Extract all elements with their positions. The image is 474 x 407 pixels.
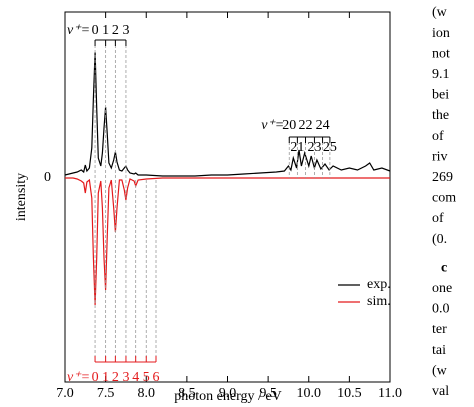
- progression-label: 6: [153, 370, 160, 385]
- side-text: c: [441, 260, 447, 275]
- side-text: one: [432, 281, 452, 296]
- side-text: (w: [432, 5, 448, 20]
- line-series: [64, 51, 391, 177]
- x-tick-label: 10.0: [297, 386, 322, 401]
- progression-label: 21: [290, 140, 304, 155]
- progression-label: 4: [132, 370, 139, 385]
- progression-label: 22: [299, 118, 313, 133]
- x-tick-label: 9.0: [219, 386, 237, 401]
- legend-label: sim.: [367, 294, 391, 309]
- side-text: 0.0: [432, 302, 450, 317]
- x-tick-label: 9.5: [259, 386, 277, 401]
- x-tick-label: 11.0: [378, 386, 402, 401]
- x-axis-label: photon energy / eV: [174, 389, 281, 404]
- progression-label: 23: [307, 140, 321, 155]
- side-text: not: [432, 46, 450, 61]
- side-text: tai: [432, 343, 446, 358]
- side-text: (w: [432, 363, 448, 378]
- side-text: 269: [432, 170, 453, 185]
- progression-label: 0: [92, 23, 99, 38]
- side-text: val: [432, 384, 449, 399]
- progression-label: 5: [143, 370, 150, 385]
- progression-label: 1: [102, 370, 109, 385]
- progression-label: 1: [102, 23, 109, 38]
- side-text: the: [432, 108, 449, 123]
- x-tick-label: 7.0: [56, 386, 74, 401]
- side-text: ter: [432, 322, 447, 337]
- y-tick-label: 0: [44, 170, 51, 185]
- side-text: com: [432, 191, 456, 206]
- progression-label: 25: [323, 140, 337, 155]
- progression-label: 2: [112, 370, 119, 385]
- side-text: riv: [432, 149, 448, 164]
- y-axis-label: intensity: [14, 173, 29, 221]
- side-text: ion: [432, 26, 450, 41]
- progression-prefix: v⁺=: [261, 118, 284, 133]
- progression-label: 24: [316, 118, 330, 133]
- progression-label: 3: [122, 23, 129, 38]
- progression-label: 2: [112, 23, 119, 38]
- side-text: (0.: [432, 232, 447, 247]
- progression-prefix: v⁺=: [67, 370, 90, 385]
- side-text: 9.1: [432, 67, 450, 82]
- progression-label: 0: [92, 370, 99, 385]
- side-text: bei: [432, 88, 449, 103]
- x-tick-label: 8.5: [178, 386, 196, 401]
- progression-prefix: v⁺=: [67, 23, 90, 38]
- plot-frame: [64, 11, 391, 383]
- legend-label: exp.: [367, 277, 391, 292]
- x-tick-label: 8.0: [138, 386, 156, 401]
- x-tick-label: 7.5: [97, 386, 115, 401]
- x-tick-label: 10.5: [337, 386, 362, 401]
- progression-label: 3: [122, 370, 129, 385]
- progression-label: 20: [282, 118, 296, 133]
- line-series: [65, 177, 390, 306]
- side-text: of: [432, 211, 444, 226]
- side-text: of: [432, 129, 444, 144]
